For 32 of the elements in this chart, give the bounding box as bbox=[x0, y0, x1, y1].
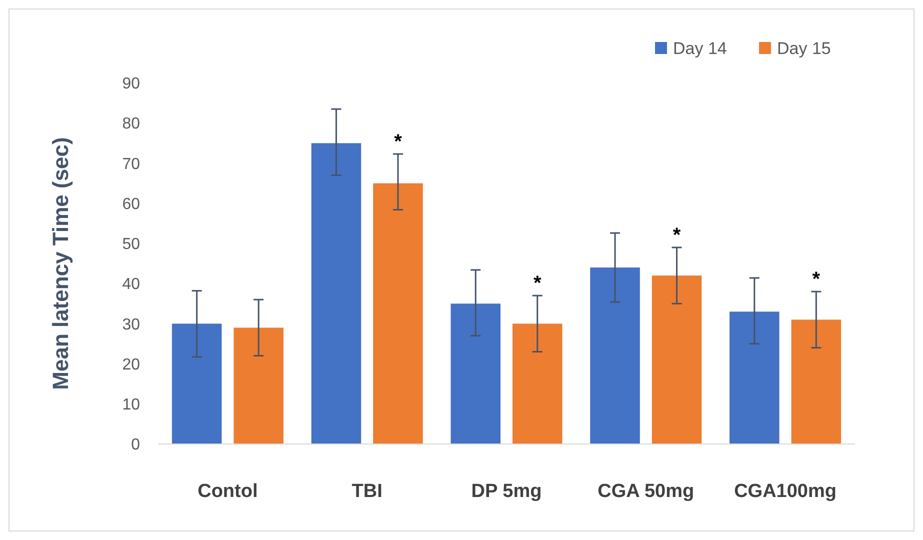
x-tick-label: CGA 50mg bbox=[598, 481, 694, 502]
bar bbox=[512, 324, 562, 444]
y-tick-label: 70 bbox=[122, 156, 140, 173]
bar bbox=[590, 268, 640, 444]
bar bbox=[791, 320, 842, 444]
x-tick-label: CGA100mg bbox=[734, 481, 837, 502]
y-tick-label: 10 bbox=[122, 396, 140, 414]
y-tick-label: 40 bbox=[122, 276, 140, 294]
bar bbox=[730, 312, 780, 444]
bar bbox=[234, 328, 284, 444]
bar bbox=[652, 276, 702, 444]
annotation: * bbox=[812, 268, 820, 291]
annotation: * bbox=[394, 130, 402, 153]
annotation: * bbox=[672, 224, 681, 246]
y-tick-label: 90 bbox=[122, 76, 140, 93]
bar bbox=[450, 304, 500, 444]
legend-label: Day 15 bbox=[777, 38, 831, 58]
bar bbox=[373, 183, 423, 444]
y-tick-label: 50 bbox=[122, 236, 140, 254]
x-tick-label: TBI bbox=[352, 481, 382, 502]
y-tick-label: 60 bbox=[122, 196, 140, 213]
legend-label: Day 14 bbox=[673, 38, 727, 58]
annotation: * bbox=[533, 272, 542, 295]
y-tick-label: 30 bbox=[122, 316, 140, 334]
bar bbox=[311, 143, 362, 444]
y-tick-label: 0 bbox=[131, 436, 140, 454]
y-tick-label: 20 bbox=[122, 356, 140, 374]
x-tick-label: Contol bbox=[198, 481, 258, 502]
bar bbox=[172, 324, 222, 444]
y-axis-title: Mean latency Time (sec) bbox=[48, 137, 73, 390]
y-tick-label: 80 bbox=[122, 116, 140, 133]
x-tick-label: DP 5mg bbox=[471, 481, 542, 502]
